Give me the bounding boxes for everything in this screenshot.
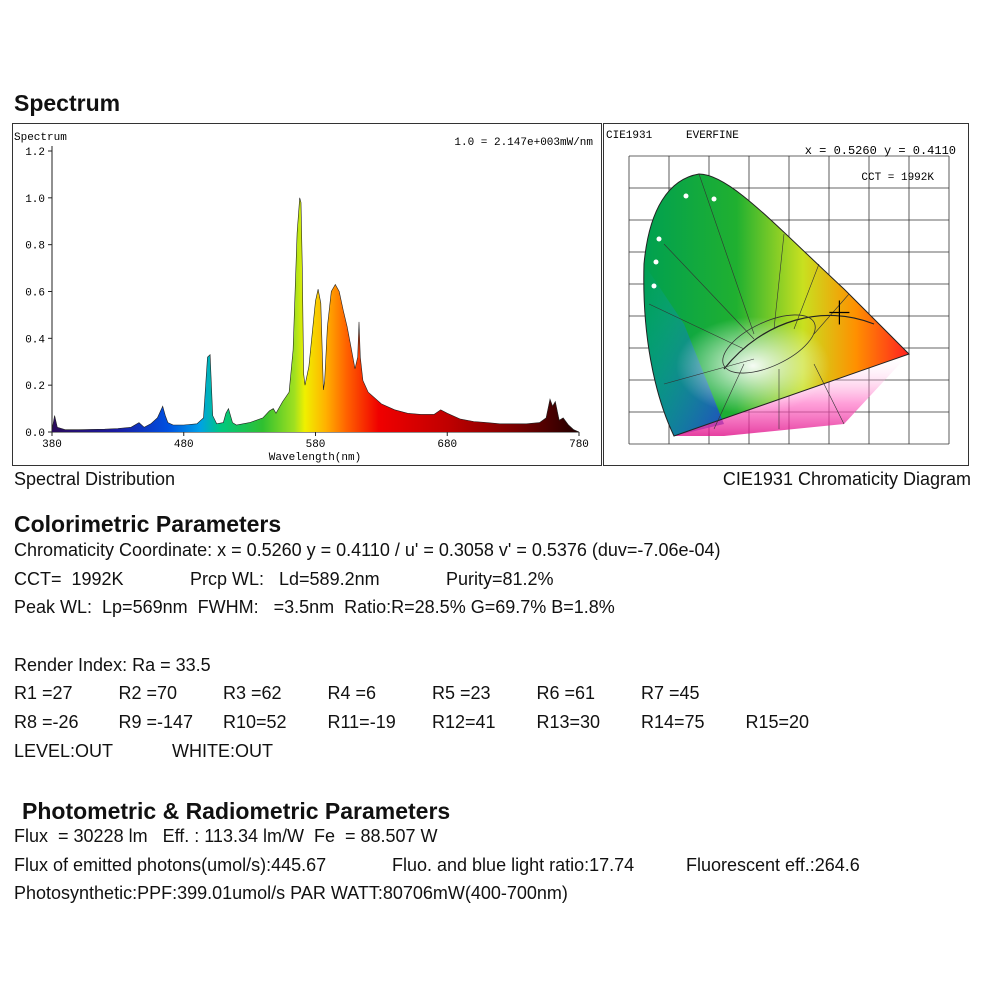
y-tick-label: 1.2 xyxy=(25,147,45,159)
r-value: R5 =23 xyxy=(432,683,491,703)
flux-line: Flux = 30228 lm Eff. : 113.34 lm/W Fe = … xyxy=(14,826,438,846)
colorimetric-title: Colorimetric Parameters xyxy=(14,511,282,537)
spectrum-svg: 0.0 0.2 0.4 0.6 0.8 1.0 1.2 380 480 580 680 780 Spe… xyxy=(14,132,593,464)
spectrum-title: Spectrum xyxy=(14,132,67,144)
purity-value: Purity=81.2% xyxy=(446,569,554,589)
y-tick-label: 0.6 xyxy=(25,288,45,300)
spectral-caption: Spectral Distribution xyxy=(14,469,176,489)
cie-brand: EVERFINE xyxy=(686,130,739,142)
r-value: R4 =6 xyxy=(327,683,377,703)
r-value: R2 =70 xyxy=(118,683,178,703)
x-tick-label: 680 xyxy=(437,439,457,451)
y-tick-label: 0.4 xyxy=(25,334,45,346)
cie-coords: x = 0.5260 y = 0.4110 xyxy=(805,144,956,158)
r-value: R13=30 xyxy=(536,712,601,732)
chromaticity-marker xyxy=(829,300,850,325)
r-value: R12=41 xyxy=(432,712,496,732)
spectrum-chart: 0.0 0.2 0.4 0.6 0.8 1.0 1.2 380 480 580 680 780 Spe… xyxy=(12,123,602,466)
fluo-ratio: Fluo. and blue light ratio:17.74 xyxy=(392,855,635,875)
photometric-title: Photometric & Radiometric Parameters xyxy=(22,798,451,824)
r-value: R10=52 xyxy=(223,712,287,732)
r-value: R1 =27 xyxy=(14,683,73,703)
prcp-wl-value: Prcp WL: Ld=589.2nm xyxy=(190,569,380,589)
x-axis-label: Wavelength(nm) xyxy=(269,452,361,464)
r-value: R15=20 xyxy=(745,712,810,732)
r-value: R3 =62 xyxy=(223,683,282,703)
x-tick-label: 780 xyxy=(569,439,589,451)
spectrum-outline xyxy=(51,197,580,433)
y-tick-label: 0.8 xyxy=(25,241,45,253)
cie-cct: CCT = 1992K xyxy=(861,172,934,184)
cie-svg: CIE1931 EVERFINE x = 0.5260 y = 0.4110 C… xyxy=(606,130,956,445)
cct-value: CCT= 1992K xyxy=(14,569,124,589)
cie-title: CIE1931 xyxy=(606,130,653,142)
cie-chart: CIE1931 EVERFINE x = 0.5260 y = 0.4110 C… xyxy=(603,123,969,466)
white-status: WHITE:OUT xyxy=(172,741,273,761)
scale-note: 1.0 = 2.147e+003mW/nm xyxy=(454,137,593,149)
r-value: R14=75 xyxy=(641,712,705,732)
level-status: LEVEL:OUT xyxy=(14,741,114,761)
fluo-eff: Fluorescent eff.:264.6 xyxy=(686,855,860,875)
chromaticity-line: Chromaticity Coordinate: x = 0.5260 y = … xyxy=(14,540,721,560)
render-index: Render Index: Ra = 33.5 xyxy=(14,655,211,675)
y-tick-label: 1.0 xyxy=(25,194,45,206)
r-value: R11=-19 xyxy=(327,712,396,732)
x-tick-label: 380 xyxy=(42,439,62,451)
photosynthetic-line: Photosynthetic:PPF:399.01umol/s PAR WATT… xyxy=(14,883,568,903)
x-tick-label: 480 xyxy=(174,439,194,451)
spectrum-area xyxy=(52,197,579,432)
r-value: R9 =-147 xyxy=(118,712,194,732)
peak-wl-line: Peak WL: Lp=569nm FWHM: =3.5nm Ratio:R=2… xyxy=(14,597,615,617)
page-title: Spectrum xyxy=(14,90,121,116)
photon-flux: Flux of emitted photons(umol/s):445.67 xyxy=(14,855,327,875)
y-tick-label: 0.0 xyxy=(25,428,45,440)
y-tick-label: 0.2 xyxy=(25,381,45,393)
r-value: R7 =45 xyxy=(641,683,700,703)
r-value: R8 =-26 xyxy=(14,712,79,732)
cie-caption: CIE1931 Chromaticity Diagram xyxy=(722,469,971,489)
spectrum-axes: 0.0 0.2 0.4 0.6 0.8 1.0 1.2 380 480 580 680 780 xyxy=(25,146,589,451)
r-value: R6 =61 xyxy=(536,683,596,703)
x-tick-label: 580 xyxy=(306,439,326,451)
